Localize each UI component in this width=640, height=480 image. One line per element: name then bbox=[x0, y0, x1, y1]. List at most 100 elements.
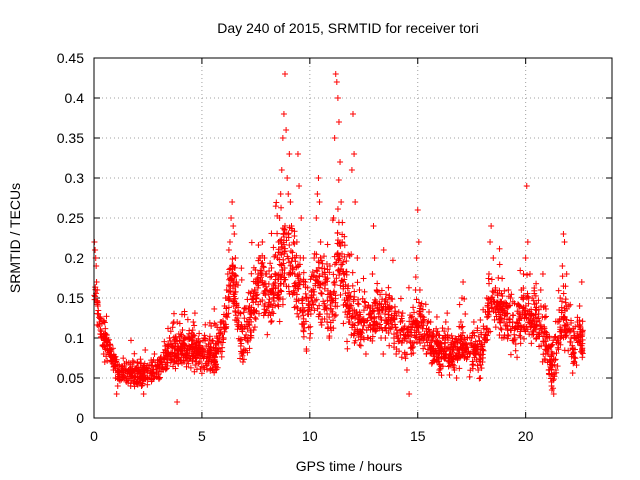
data-point bbox=[165, 325, 172, 332]
y-tick-label: 0.15 bbox=[57, 290, 84, 306]
data-point bbox=[470, 329, 477, 336]
data-point bbox=[349, 269, 356, 276]
data-point bbox=[540, 304, 547, 311]
data-point bbox=[548, 387, 555, 393]
data-point bbox=[490, 308, 497, 315]
data-point bbox=[577, 338, 584, 345]
data-point bbox=[400, 331, 407, 338]
data-point bbox=[398, 315, 405, 322]
data-point bbox=[264, 287, 271, 293]
data-point bbox=[403, 367, 410, 373]
data-point bbox=[562, 299, 569, 306]
data-point bbox=[402, 355, 409, 362]
data-point bbox=[326, 333, 333, 340]
data-point bbox=[530, 297, 537, 304]
data-point bbox=[314, 305, 321, 312]
data-point bbox=[294, 272, 301, 279]
data-point bbox=[332, 71, 339, 77]
data-point bbox=[235, 323, 242, 330]
data-point bbox=[129, 357, 136, 364]
y-tick-label: 0 bbox=[76, 410, 84, 426]
data-point bbox=[355, 316, 362, 323]
data-point bbox=[484, 302, 491, 309]
data-point bbox=[510, 337, 517, 344]
data-point bbox=[294, 305, 301, 312]
data-point bbox=[445, 325, 452, 332]
data-point bbox=[237, 355, 244, 362]
data-point bbox=[567, 301, 574, 308]
data-point bbox=[167, 328, 174, 335]
data-point bbox=[354, 330, 361, 337]
data-point bbox=[354, 319, 361, 326]
data-point bbox=[222, 321, 229, 328]
plot-area-frame bbox=[93, 57, 613, 419]
data-point bbox=[340, 320, 347, 327]
data-point bbox=[92, 284, 99, 291]
data-point bbox=[529, 331, 536, 338]
data-point bbox=[211, 369, 218, 376]
data-point bbox=[285, 288, 292, 295]
data-point bbox=[241, 323, 248, 330]
data-point bbox=[438, 372, 445, 379]
data-point bbox=[312, 280, 319, 287]
data-point bbox=[309, 269, 316, 276]
data-point bbox=[283, 127, 290, 133]
data-point bbox=[482, 331, 489, 338]
data-point bbox=[324, 275, 331, 282]
data-point bbox=[505, 333, 512, 339]
data-point bbox=[276, 318, 283, 325]
data-point bbox=[286, 224, 293, 231]
data-point bbox=[559, 263, 566, 269]
data-point bbox=[252, 316, 259, 323]
data-point bbox=[179, 327, 186, 333]
data-point bbox=[317, 254, 324, 261]
data-point bbox=[488, 301, 495, 307]
data-point bbox=[346, 289, 353, 296]
data-point bbox=[248, 288, 255, 295]
data-point bbox=[415, 323, 422, 330]
data-point bbox=[517, 267, 524, 274]
data-point bbox=[231, 231, 238, 237]
data-point bbox=[537, 303, 544, 310]
data-point bbox=[292, 279, 299, 286]
data-point bbox=[537, 323, 544, 330]
data-point bbox=[458, 332, 465, 339]
data-point bbox=[262, 301, 269, 307]
data-point bbox=[430, 333, 437, 340]
data-point bbox=[432, 348, 439, 355]
data-point bbox=[562, 307, 569, 314]
data-point bbox=[371, 296, 378, 303]
data-point bbox=[267, 260, 274, 267]
data-point bbox=[560, 334, 567, 341]
data-point bbox=[367, 315, 374, 321]
data-point bbox=[484, 314, 491, 321]
data-point bbox=[169, 324, 176, 331]
data-point bbox=[278, 240, 285, 247]
data-point bbox=[410, 304, 417, 311]
data-point bbox=[557, 328, 564, 335]
data-point bbox=[175, 355, 182, 362]
data-point bbox=[419, 325, 426, 332]
data-point bbox=[503, 310, 510, 317]
data-point bbox=[561, 347, 568, 354]
data-point bbox=[205, 351, 212, 358]
data-point bbox=[223, 313, 230, 320]
data-point bbox=[469, 365, 476, 372]
data-point bbox=[321, 279, 328, 286]
data-point bbox=[316, 284, 323, 291]
data-point bbox=[278, 262, 285, 269]
data-point bbox=[451, 362, 458, 369]
data-point bbox=[560, 314, 567, 321]
data-point bbox=[150, 375, 157, 382]
data-point bbox=[569, 370, 576, 377]
data-point bbox=[553, 369, 560, 376]
data-point bbox=[233, 273, 240, 279]
data-point bbox=[444, 337, 451, 344]
data-point bbox=[405, 284, 412, 291]
data-point bbox=[514, 320, 521, 327]
data-point bbox=[518, 294, 525, 301]
data-point bbox=[255, 255, 262, 261]
data-point bbox=[398, 354, 405, 361]
data-point bbox=[232, 295, 239, 302]
data-point bbox=[111, 362, 118, 369]
